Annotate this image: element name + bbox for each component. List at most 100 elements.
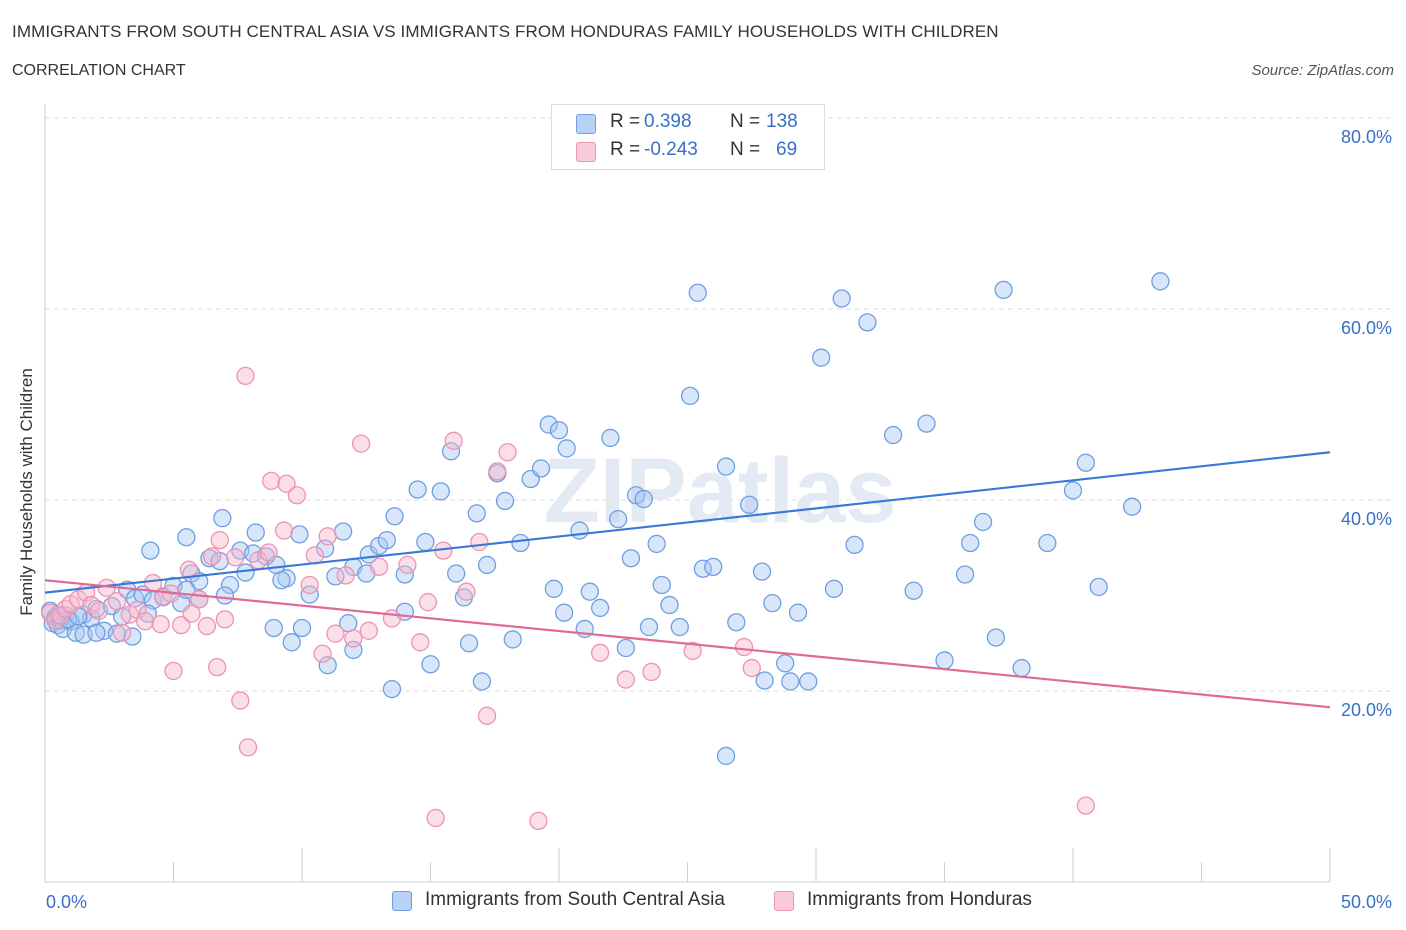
data-point (1038, 533, 1057, 553)
data-point (351, 434, 371, 453)
data-point (210, 530, 229, 550)
data-point (336, 566, 355, 585)
data-point (282, 633, 301, 652)
data-point (883, 425, 903, 445)
data-point (382, 679, 402, 699)
data-point (182, 604, 201, 623)
data-point (683, 641, 702, 661)
data-point (961, 533, 980, 553)
data-point (164, 661, 183, 681)
data-point (89, 601, 109, 620)
x-tick-label-min: 0.0% (46, 892, 87, 912)
data-point (172, 615, 191, 635)
data-point (220, 575, 240, 595)
data-point (459, 634, 479, 653)
data-point (788, 603, 808, 622)
data-point (647, 534, 666, 554)
y-axis-label: Family Households with Children (17, 368, 36, 616)
data-point (326, 624, 345, 643)
data-point (179, 560, 199, 579)
data-point (986, 628, 1006, 647)
data-point (634, 489, 653, 509)
data-point (305, 546, 325, 565)
data-point (539, 415, 558, 434)
data-point (1076, 796, 1095, 815)
data-point (272, 571, 291, 590)
trend-lines (44, 451, 1331, 709)
data-point (236, 563, 255, 582)
data-point (136, 612, 155, 631)
data-point (123, 627, 142, 646)
data-point (197, 616, 217, 636)
trend-line-blue (44, 451, 1331, 594)
data-point (318, 656, 337, 675)
data-point (740, 495, 759, 514)
legend-n-value: 69 (776, 139, 798, 160)
legend-series-label: Immigrants from South Central Asia (425, 889, 725, 910)
data-point (213, 508, 232, 528)
data-point (262, 471, 281, 491)
data-point (570, 521, 589, 540)
data-point (935, 651, 954, 670)
data-point (1063, 481, 1083, 500)
data-point (917, 414, 936, 433)
data-point (495, 491, 515, 511)
data-point (621, 549, 641, 568)
data-point (200, 549, 219, 568)
watermark: ZIPatlas (544, 440, 897, 542)
data-point (811, 348, 831, 367)
tick-labels: 20.0% 40.0% 60.0% 80.0% 0.0% 50.0% (46, 127, 1392, 912)
data-point (416, 532, 435, 552)
axes (44, 104, 1331, 883)
grid-lines (45, 117, 1392, 692)
data-point (107, 592, 127, 611)
series-honduras (40, 366, 1095, 831)
data-point (369, 557, 389, 576)
data-point (1076, 453, 1095, 472)
data-point (87, 623, 106, 642)
data-point (359, 621, 378, 640)
data-point (503, 630, 522, 649)
data-point (238, 738, 258, 757)
data-point (704, 557, 723, 576)
data-point (755, 671, 774, 690)
data-point (333, 522, 353, 541)
chart-title: IMMIGRANTS FROM SOUTH CENTRAL ASIA VS IM… (12, 22, 999, 41)
data-point (688, 283, 707, 302)
data-point (763, 593, 782, 613)
data-point (858, 313, 877, 332)
data-point (177, 528, 196, 547)
data-point (1012, 658, 1031, 678)
data-point (477, 706, 497, 725)
data-point (734, 637, 754, 657)
data-point (141, 541, 160, 560)
y-tick-label: 20.0% (1341, 700, 1392, 720)
data-point (498, 443, 517, 462)
data-point (408, 480, 427, 499)
legend-n-label: N = (730, 139, 761, 160)
data-point (467, 504, 486, 523)
data-point (716, 457, 736, 476)
data-point (973, 512, 993, 532)
chart-subtitle: CORRELATION CHART (12, 62, 186, 79)
data-point (531, 459, 551, 478)
data-point (616, 638, 635, 658)
data-point (318, 527, 337, 546)
data-point (444, 431, 463, 450)
series-south-central-asia (40, 272, 1170, 766)
data-point (845, 535, 864, 555)
data-point (287, 486, 307, 505)
data-point (202, 547, 222, 566)
trend-line-pink (44, 579, 1331, 709)
correlation-legend: R = 0.398 N = 138 R = -0.243 N = 69 (551, 104, 825, 170)
data-point (208, 657, 227, 677)
x-tick-label-max: 50.0% (1341, 892, 1392, 912)
legend-swatch-pink (774, 891, 794, 911)
data-point (529, 811, 548, 831)
data-point (477, 555, 497, 575)
data-point (274, 521, 294, 540)
data-point (642, 662, 661, 682)
data-point (799, 672, 818, 691)
legend-r-value: 0.398 (644, 111, 692, 132)
data-point (457, 582, 476, 601)
